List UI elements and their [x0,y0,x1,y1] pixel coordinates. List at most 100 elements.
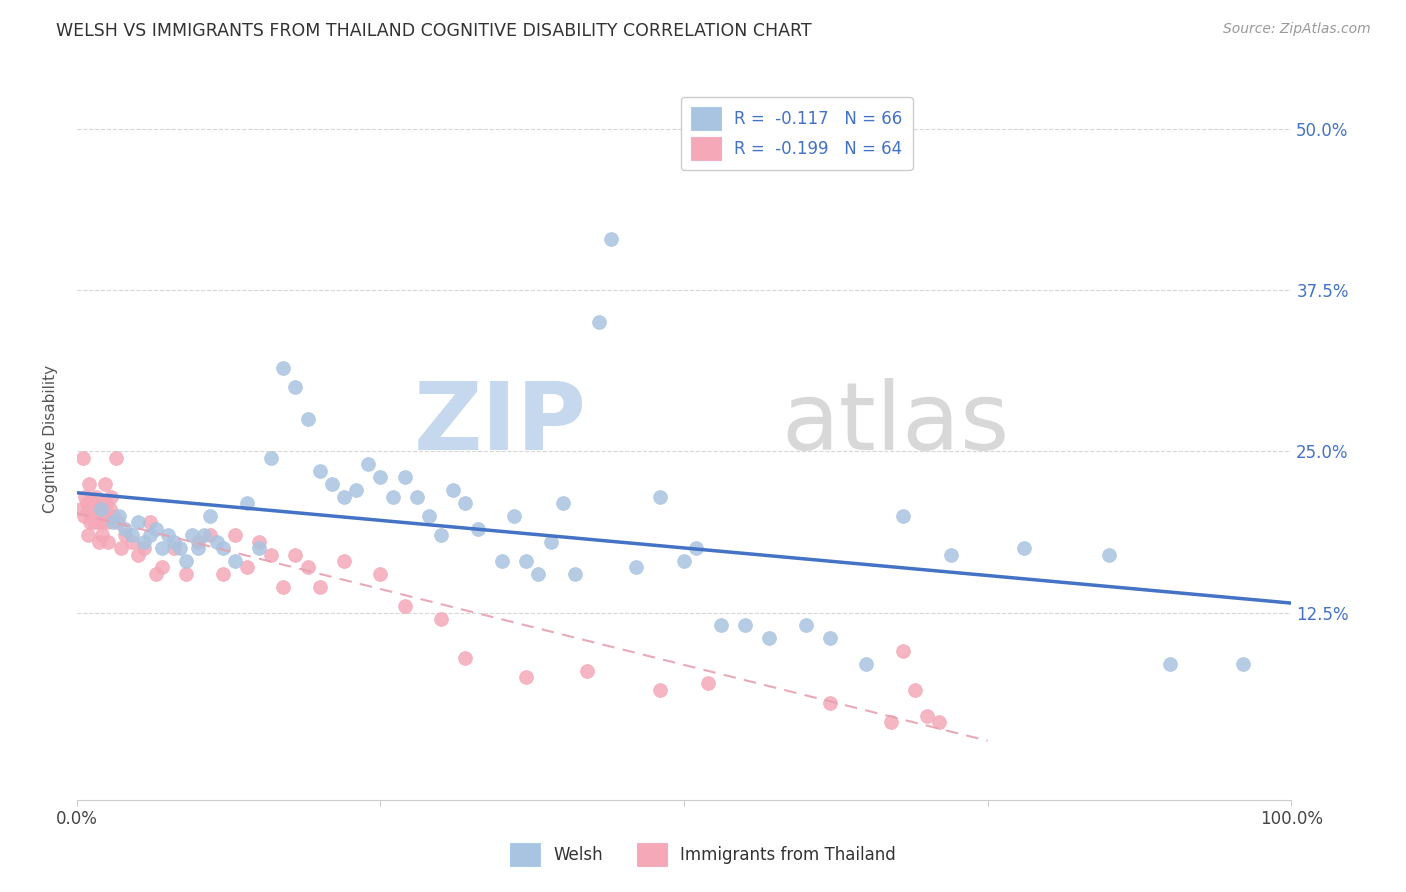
Point [224,528,246,542]
Point [72,450,94,465]
Point [127,548,149,562]
Point [104,450,127,465]
Point [454,496,477,510]
Point [441,483,464,497]
Point [818,632,841,646]
Point [98,502,121,516]
Point [75,490,97,504]
Point [145,566,167,581]
Point [418,508,440,523]
Point [79,516,101,530]
Point [97,534,120,549]
Point [138,516,160,530]
Point [648,682,671,697]
Point [90,516,112,530]
Point [344,483,367,497]
Point [103,516,125,530]
Point [127,516,149,530]
Text: Source: ZipAtlas.com: Source: ZipAtlas.com [1223,22,1371,37]
Y-axis label: Cognitive Disability: Cognitive Disability [44,365,58,513]
Point [174,566,197,581]
Point [181,528,204,542]
Point [83,516,105,530]
Point [503,508,526,523]
Point [138,528,160,542]
Point [673,554,696,568]
Point [308,580,330,594]
Point [370,566,392,581]
Point [96,516,118,530]
Point [697,676,720,690]
Point [941,548,963,562]
Text: ZIP: ZIP [415,378,586,470]
Point [87,534,110,549]
Point [236,496,259,510]
Point [114,528,136,542]
Point [76,528,98,542]
Point [297,412,319,426]
Point [273,580,295,594]
Point [114,522,136,536]
Point [260,548,283,562]
Point [333,490,356,504]
Point [406,490,429,504]
Point [454,650,477,665]
Point [551,496,574,510]
Point [357,457,380,471]
Point [273,360,295,375]
Point [163,541,186,555]
Point [891,644,914,658]
Point [648,490,671,504]
Point [515,670,537,684]
Point [1098,548,1121,562]
Point [82,496,104,510]
Point [588,315,610,329]
Point [394,470,416,484]
Point [467,522,489,536]
Point [108,508,131,523]
Point [187,534,209,549]
Point [928,715,950,730]
Point [1232,657,1254,672]
Point [76,496,98,510]
Point [90,502,112,516]
Point [575,664,598,678]
Point [94,476,117,491]
Point [818,696,841,710]
Point [515,554,537,568]
Point [80,508,103,523]
Point [174,554,197,568]
Point [193,528,215,542]
Point [69,502,91,516]
Point [200,528,222,542]
Point [709,618,731,632]
Point [93,496,115,510]
Point [260,450,283,465]
Point [211,541,233,555]
Point [169,541,191,555]
Point [73,508,96,523]
Point [200,508,222,523]
Point [540,534,562,549]
Point [94,496,117,510]
Point [121,534,143,549]
Point [132,541,155,555]
Point [284,380,307,394]
Point [103,508,125,523]
Point [685,541,707,555]
Point [284,548,307,562]
Point [107,516,129,530]
Point [211,566,233,581]
Point [904,682,927,697]
Point [84,502,107,516]
Point [333,554,356,568]
Point [236,560,259,574]
Point [100,490,122,504]
Point [86,516,108,530]
Legend: R =  -0.117   N = 66, R =  -0.199   N = 64: R = -0.117 N = 66, R = -0.199 N = 64 [681,96,912,170]
Point [430,528,453,542]
Point [187,541,209,555]
Point [381,490,404,504]
Point [89,508,111,523]
Point [794,618,817,632]
